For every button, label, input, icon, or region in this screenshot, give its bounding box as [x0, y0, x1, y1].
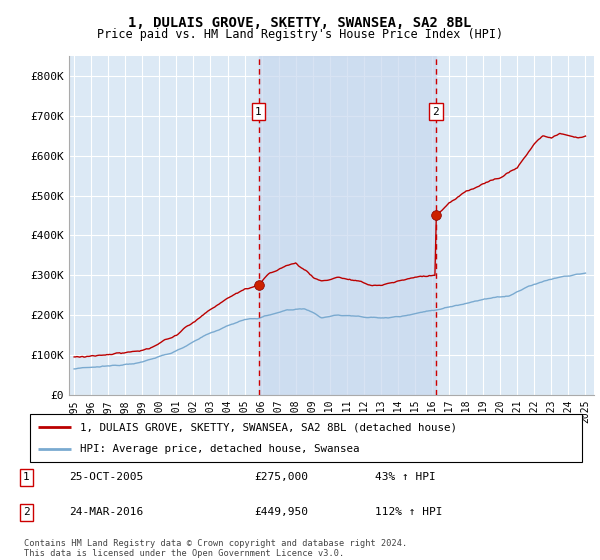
Text: HPI: Average price, detached house, Swansea: HPI: Average price, detached house, Swan…: [80, 444, 359, 454]
Bar: [259, 56, 436, 395]
Text: 1: 1: [255, 107, 262, 117]
Text: 112% ↑ HPI: 112% ↑ HPI: [375, 507, 442, 517]
Text: 2: 2: [433, 107, 439, 117]
Text: 1, DULAIS GROVE, SKETTY, SWANSEA, SA2 8BL: 1, DULAIS GROVE, SKETTY, SWANSEA, SA2 8B…: [128, 16, 472, 30]
Text: Price paid vs. HM Land Registry's House Price Index (HPI): Price paid vs. HM Land Registry's House …: [97, 28, 503, 41]
Text: 1: 1: [23, 473, 30, 482]
Text: 24-MAR-2016: 24-MAR-2016: [70, 507, 144, 517]
Text: Contains HM Land Registry data © Crown copyright and database right 2024.
This d: Contains HM Land Registry data © Crown c…: [24, 539, 407, 558]
Text: 43% ↑ HPI: 43% ↑ HPI: [375, 473, 436, 482]
Text: 25-OCT-2005: 25-OCT-2005: [70, 473, 144, 482]
Text: £275,000: £275,000: [254, 473, 308, 482]
FancyBboxPatch shape: [30, 414, 582, 462]
Text: 2: 2: [23, 507, 30, 517]
Text: £449,950: £449,950: [254, 507, 308, 517]
Text: 1, DULAIS GROVE, SKETTY, SWANSEA, SA2 8BL (detached house): 1, DULAIS GROVE, SKETTY, SWANSEA, SA2 8B…: [80, 422, 457, 432]
